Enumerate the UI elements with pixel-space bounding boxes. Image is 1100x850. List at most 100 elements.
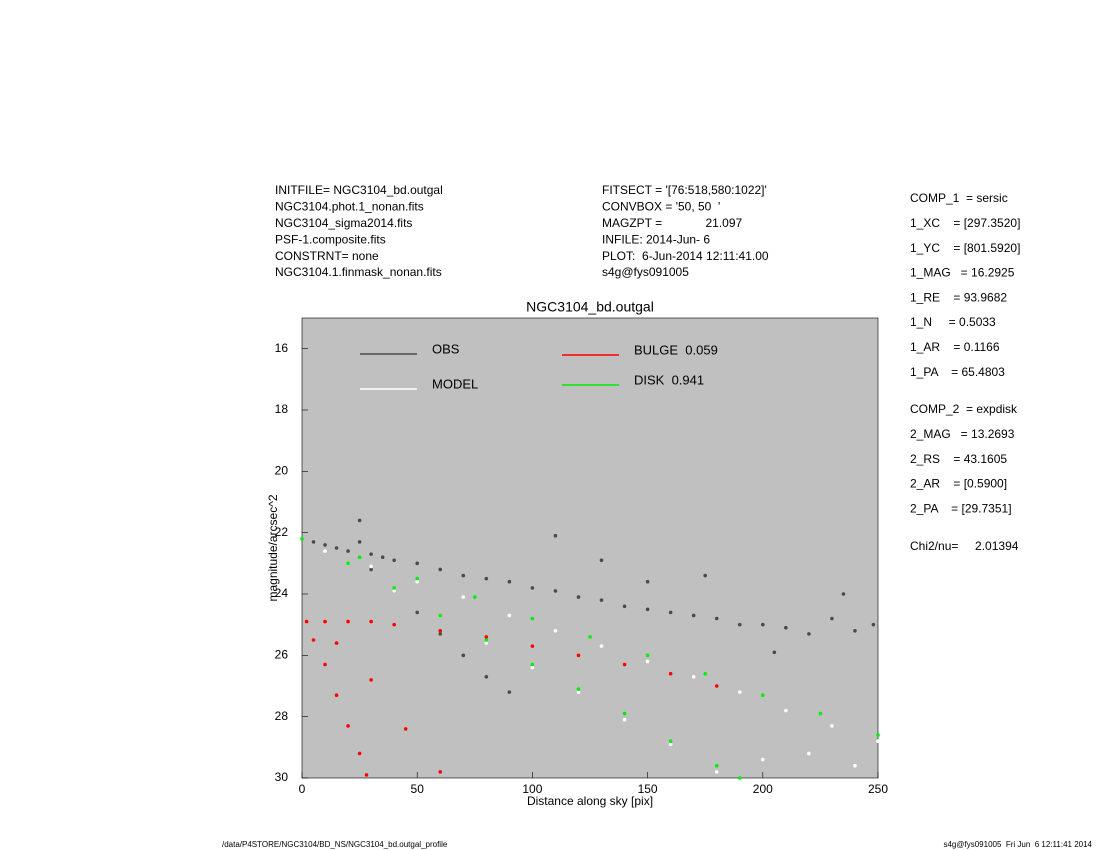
header-middle-line: FITSECT = '[76:518,580:1022]' bbox=[602, 183, 767, 197]
point bbox=[830, 616, 834, 621]
point bbox=[484, 576, 489, 581]
point bbox=[871, 622, 876, 627]
point bbox=[703, 671, 707, 676]
point bbox=[311, 540, 316, 544]
point bbox=[691, 675, 696, 679]
point bbox=[403, 727, 408, 731]
point bbox=[484, 635, 489, 639]
parameter: 1_AR = 0.1166 bbox=[910, 340, 1000, 354]
point bbox=[484, 675, 489, 679]
point bbox=[334, 641, 339, 645]
point bbox=[415, 610, 420, 615]
point bbox=[784, 625, 788, 630]
point bbox=[553, 589, 558, 593]
point bbox=[346, 549, 350, 553]
parameter: 1_MAG = 16.2925 bbox=[910, 266, 1015, 280]
legend-label: DISK 0.941 bbox=[634, 372, 704, 387]
point bbox=[334, 693, 339, 697]
point bbox=[761, 757, 765, 762]
point bbox=[876, 733, 880, 737]
header-left-line: PSF-1.composite.fits bbox=[275, 232, 386, 246]
parameter: COMP_1 = sersic bbox=[910, 191, 1008, 205]
point bbox=[392, 622, 396, 627]
y-tick-label: 28 bbox=[275, 709, 289, 723]
point bbox=[346, 561, 350, 566]
y-axis-label: magnitude/arcsec^2 bbox=[266, 494, 280, 601]
point bbox=[576, 653, 581, 658]
point bbox=[507, 690, 512, 694]
point bbox=[818, 711, 823, 716]
header-middle-line: PLOT: 6-Jun-2014 12:11:41.00 bbox=[602, 249, 769, 263]
point bbox=[438, 567, 443, 572]
point bbox=[772, 650, 777, 655]
parameter: 1_XC = [297.3520] bbox=[910, 216, 1020, 230]
point bbox=[737, 622, 742, 627]
point bbox=[438, 632, 443, 636]
point bbox=[668, 742, 673, 747]
point bbox=[415, 579, 420, 584]
y-tick-label: 22 bbox=[275, 525, 289, 539]
point bbox=[346, 724, 350, 728]
x-tick-label: 100 bbox=[522, 782, 542, 796]
point bbox=[392, 586, 396, 590]
point bbox=[714, 770, 719, 774]
parameter: 2_PA = [29.7351] bbox=[910, 501, 1012, 515]
point bbox=[853, 629, 857, 633]
header-middle-line: s4g@fys091005 bbox=[602, 265, 689, 279]
point bbox=[553, 533, 558, 538]
parameter: 1_PA = 65.4803 bbox=[910, 365, 1005, 379]
point bbox=[645, 653, 650, 658]
point bbox=[668, 610, 673, 615]
header-left-line: NGC3104.1.finmask_nonan.fits bbox=[275, 265, 442, 279]
point bbox=[300, 537, 304, 541]
point bbox=[703, 573, 707, 578]
point bbox=[668, 739, 673, 743]
point bbox=[622, 604, 627, 609]
point bbox=[334, 546, 339, 550]
point bbox=[461, 653, 466, 658]
parameter: 1_N = 0.5033 bbox=[910, 315, 996, 329]
header-middle-line: MAGZPT = 21.097 bbox=[602, 216, 742, 230]
point bbox=[530, 616, 535, 621]
point bbox=[364, 773, 369, 777]
point bbox=[691, 613, 696, 618]
legend-label: OBS bbox=[432, 341, 460, 356]
point bbox=[807, 632, 811, 636]
point bbox=[576, 687, 581, 691]
x-tick-label: 50 bbox=[411, 782, 425, 796]
point bbox=[369, 619, 373, 624]
point bbox=[737, 690, 742, 694]
point bbox=[438, 613, 443, 618]
point bbox=[357, 555, 362, 559]
point bbox=[438, 629, 443, 633]
x-axis-label: Distance along sky [pix] bbox=[527, 794, 653, 808]
y-tick-label: 18 bbox=[275, 402, 289, 416]
parameter: 1_RE = 93.9682 bbox=[910, 290, 1007, 304]
point bbox=[645, 607, 650, 612]
point bbox=[530, 665, 535, 670]
x-tick-label: 0 bbox=[299, 782, 306, 796]
legend-label: MODEL bbox=[432, 376, 478, 391]
point bbox=[369, 678, 373, 682]
point bbox=[576, 595, 581, 599]
point bbox=[622, 662, 627, 667]
point bbox=[461, 595, 466, 599]
point bbox=[737, 776, 742, 780]
parameter: 2_RS = 43.1605 bbox=[910, 452, 1007, 466]
point bbox=[599, 598, 604, 602]
point bbox=[415, 576, 420, 581]
point bbox=[645, 659, 650, 664]
header-left-line: CONSTRNT= none bbox=[275, 249, 379, 263]
point bbox=[830, 724, 834, 728]
point bbox=[323, 662, 327, 667]
point bbox=[853, 763, 857, 768]
parameter: 1_YC = [801.5920] bbox=[910, 241, 1020, 255]
point bbox=[761, 693, 765, 697]
point bbox=[507, 579, 512, 584]
point bbox=[714, 616, 719, 621]
point bbox=[530, 586, 535, 590]
point bbox=[346, 619, 350, 624]
point bbox=[553, 629, 558, 633]
